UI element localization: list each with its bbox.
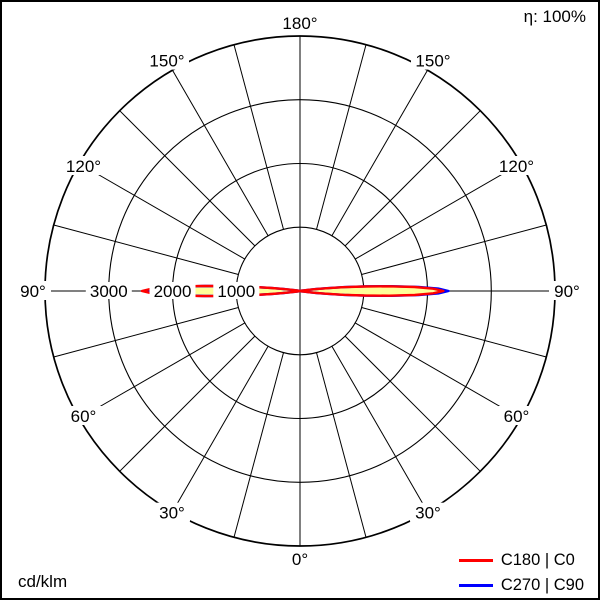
svg-text:30°: 30° <box>415 504 441 523</box>
svg-text:120°: 120° <box>66 157 101 176</box>
svg-text:120°: 120° <box>499 157 534 176</box>
svg-text:60°: 60° <box>504 407 530 426</box>
legend-label-c180-c0: C180 | C0 <box>500 550 575 569</box>
legend-line-blue <box>458 583 493 587</box>
efficiency-label: η: 100% <box>523 7 586 26</box>
svg-text:1000: 1000 <box>217 282 255 301</box>
svg-text:180°: 180° <box>282 14 317 33</box>
unit-label: cd/klm <box>18 572 68 591</box>
legend: C180 | C0 C270 | C90 <box>458 550 584 595</box>
svg-text:60°: 60° <box>71 407 97 426</box>
svg-text:90°: 90° <box>554 282 580 301</box>
svg-text:150°: 150° <box>415 52 450 71</box>
svg-text:2000: 2000 <box>154 282 192 301</box>
svg-text:0°: 0° <box>292 550 308 569</box>
legend-label-c270-c90: C270 | C90 <box>500 575 584 594</box>
svg-text:3000: 3000 <box>90 282 128 301</box>
svg-text:30°: 30° <box>159 504 185 523</box>
legend-item-c180-c0: C180 | C0 <box>458 550 584 570</box>
svg-text:150°: 150° <box>149 52 184 71</box>
legend-item-c270-c90: C270 | C90 <box>458 575 584 595</box>
svg-text:90°: 90° <box>20 282 46 301</box>
legend-line-red <box>458 558 493 562</box>
